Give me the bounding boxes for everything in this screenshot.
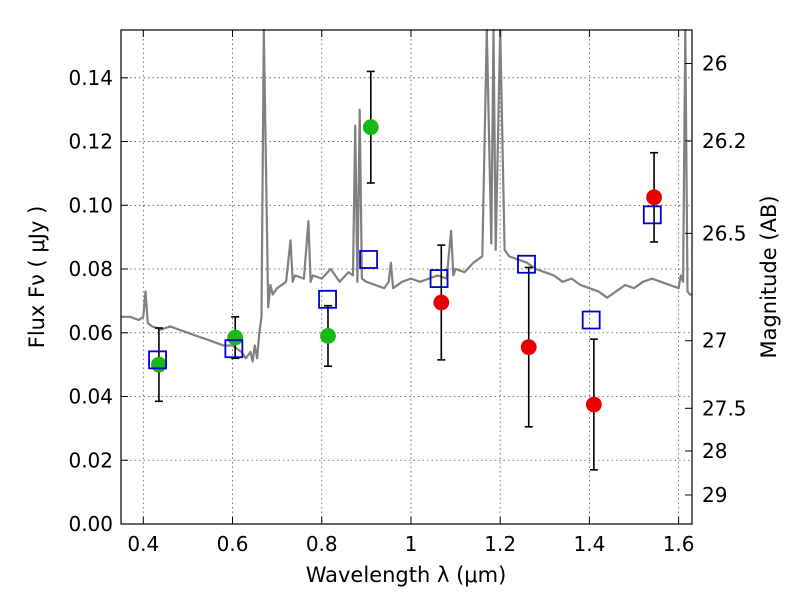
x-tick-label: 1.2 xyxy=(484,532,516,556)
y-tick-label: 0.02 xyxy=(68,448,113,472)
y-tick-label: 0.08 xyxy=(68,257,113,281)
right-tick-label: 27.5 xyxy=(702,396,747,420)
data-point-square xyxy=(642,205,662,225)
x-axis-label: Wavelength λ (μm) xyxy=(306,563,507,587)
data-point-square xyxy=(224,339,244,359)
x-tick-label: 1 xyxy=(405,532,418,556)
x-tick-label: 0.6 xyxy=(217,532,249,556)
errorbar-layer xyxy=(154,70,659,471)
right-tick-label: 26.2 xyxy=(702,129,747,153)
right-tick-label: 26 xyxy=(702,51,727,75)
y-tick-label: 0.00 xyxy=(68,512,113,536)
data-point-square xyxy=(581,310,601,330)
data-point-square xyxy=(359,250,378,269)
data-point-square xyxy=(318,289,337,309)
y-tick-label: 0.04 xyxy=(68,385,113,409)
right-tick-label: 28 xyxy=(702,439,727,463)
plot-frame xyxy=(120,29,693,525)
x-tick-label: 1.6 xyxy=(663,532,695,556)
y-axis-label: Flux Fν ( μJy ) xyxy=(25,206,49,349)
data-point-circle xyxy=(433,294,450,311)
model-spectrum-line xyxy=(121,28,692,363)
data-point-circle xyxy=(520,339,537,356)
data-point-circle xyxy=(646,189,662,206)
data-point-circle xyxy=(362,119,379,136)
marker-layer xyxy=(148,119,662,413)
spectrum-layer xyxy=(121,28,692,363)
x-tick-label: 1.4 xyxy=(573,532,605,556)
data-point-circle xyxy=(151,356,167,373)
y-tick-label: 0.12 xyxy=(68,130,113,154)
x-tick-label: 0.8 xyxy=(306,532,338,556)
right-axis-ticks: 26 26.2 26.5 27 27.5 28 29 xyxy=(685,51,747,507)
grid xyxy=(121,30,692,525)
data-point-circle xyxy=(585,396,602,413)
right-tick-label: 26.5 xyxy=(702,221,747,245)
data-point-square xyxy=(517,254,536,274)
data-point-square xyxy=(429,269,449,288)
right-tick-label: 27 xyxy=(702,329,727,353)
y-tick-label: 0.14 xyxy=(68,66,113,90)
y-tick-label: 0.06 xyxy=(68,321,113,345)
right-axis-label: Magnitude (AB) xyxy=(757,195,781,358)
data-point-square xyxy=(148,350,167,370)
y-tick-label: 0.10 xyxy=(68,193,113,217)
y-axis-ticks: 0.00 0.02 0.04 0.06 0.08 0.10 0.12 0.14 xyxy=(68,66,128,536)
data-point-circle xyxy=(227,329,244,346)
x-axis-ticks: 0.4 0.6 0.8 1 1.2 1.4 1.6 xyxy=(127,30,695,556)
x-tick-label: 0.4 xyxy=(127,532,159,556)
data-point-circle xyxy=(320,328,336,344)
right-tick-label: 29 xyxy=(702,483,727,507)
